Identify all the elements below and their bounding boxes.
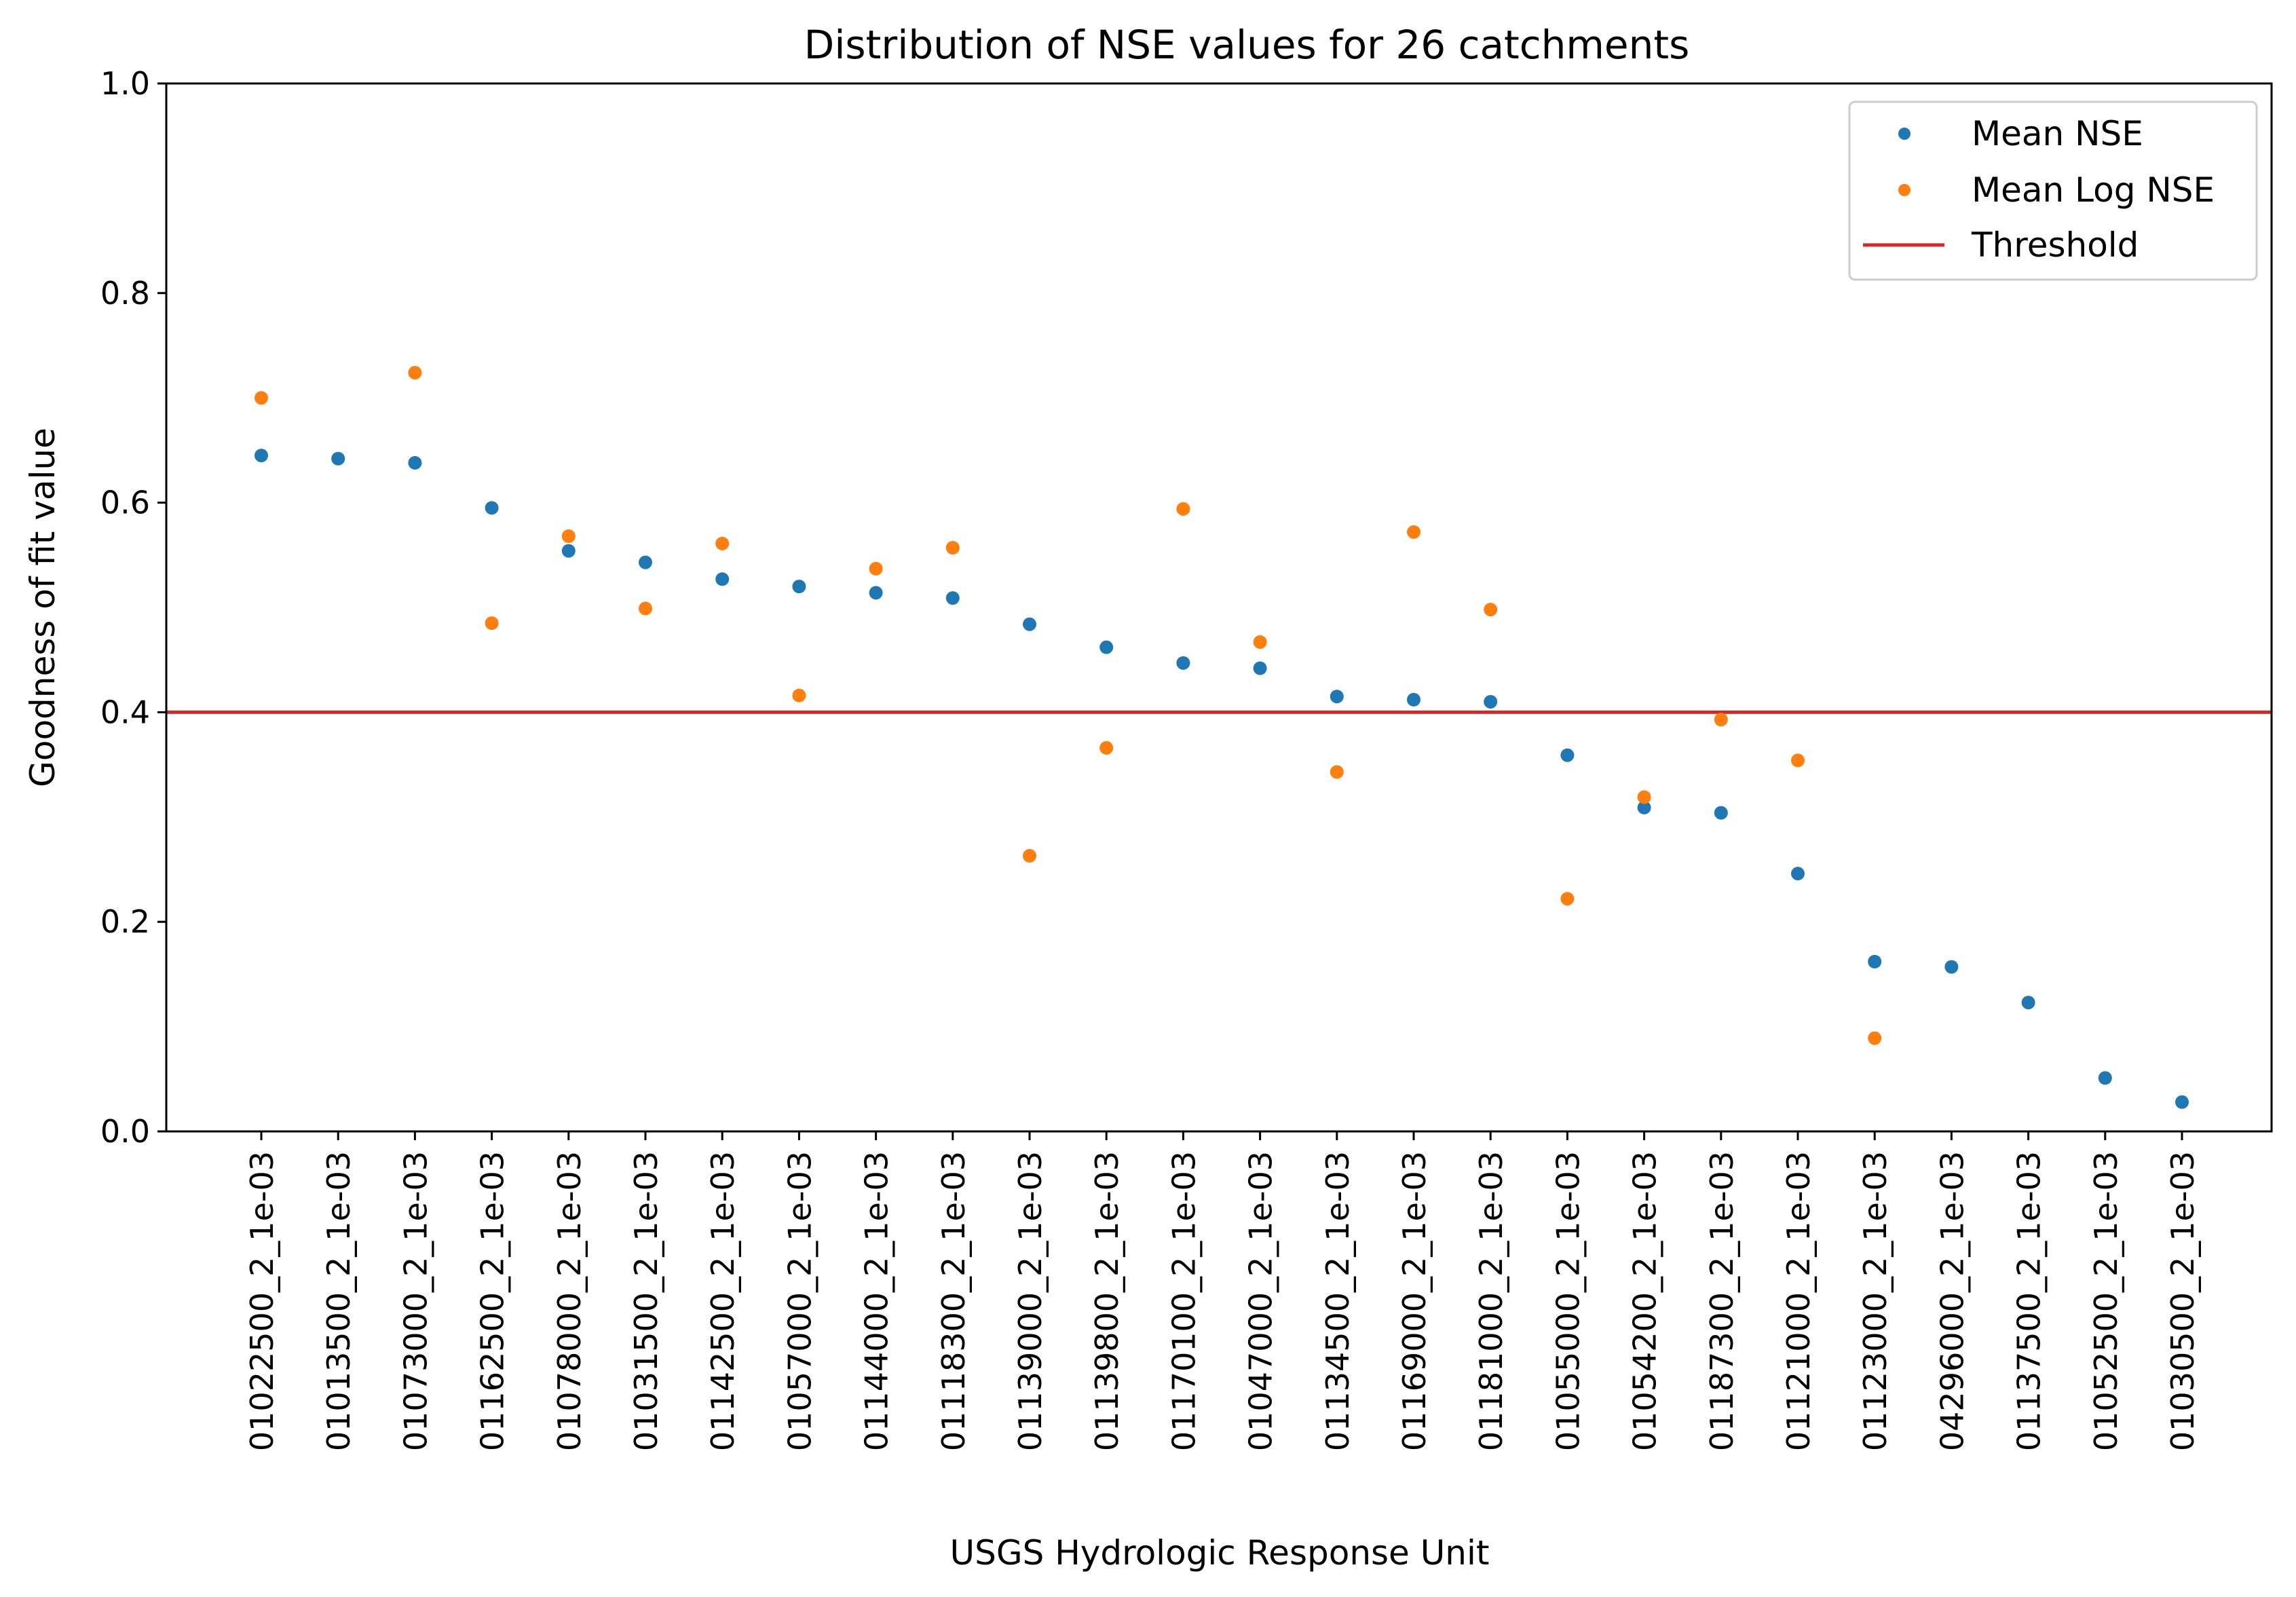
x-tick-label: 01118300_2_1e-03 bbox=[935, 1151, 972, 1451]
x-tick-label: 01137500_2_1e-03 bbox=[2011, 1151, 2048, 1451]
point-mean-nse bbox=[715, 572, 730, 586]
point-mean-log-nse bbox=[715, 536, 730, 550]
legend-label-mean-log-nse: Mean Log NSE bbox=[1972, 170, 2215, 210]
y-tick-label: 0.4 bbox=[100, 694, 150, 730]
y-tick-label: 1.0 bbox=[100, 65, 150, 102]
x-tick-label: 01121000_2_1e-03 bbox=[1780, 1151, 1817, 1451]
x-tick-label: 01054200_2_1e-03 bbox=[1627, 1151, 1663, 1451]
legend-marker-mean-log-nse bbox=[1898, 184, 1911, 196]
point-mean-log-nse bbox=[1791, 753, 1805, 768]
y-tick-label: 0.6 bbox=[100, 485, 150, 521]
point-mean-log-nse bbox=[1023, 848, 1036, 863]
point-mean-nse bbox=[1637, 800, 1651, 814]
point-mean-log-nse bbox=[792, 688, 806, 702]
point-mean-nse bbox=[485, 501, 499, 515]
point-mean-nse bbox=[1791, 867, 1805, 881]
y-tick-label: 0.2 bbox=[100, 903, 150, 940]
point-mean-nse bbox=[1407, 692, 1420, 707]
chart-title: Distribution of NSE values for 26 catchm… bbox=[804, 22, 1690, 68]
x-tick-label: 01047000_2_1e-03 bbox=[1243, 1151, 1279, 1451]
plot-area bbox=[166, 366, 2272, 1109]
x-tick-label: 01139800_2_1e-03 bbox=[1089, 1151, 1125, 1451]
x-tick-label: 01187300_2_1e-03 bbox=[1704, 1151, 1740, 1451]
point-mean-nse bbox=[2175, 1095, 2189, 1109]
point-mean-log-nse bbox=[1484, 603, 1498, 617]
x-axis: 01022500_2_1e-03 01013500_2_1e-03 01073000… bbox=[244, 1131, 2201, 1451]
point-mean-log-nse bbox=[869, 561, 883, 576]
point-mean-log-nse bbox=[1714, 713, 1728, 727]
x-tick-label: 01078000_2_1e-03 bbox=[551, 1151, 588, 1451]
point-mean-nse bbox=[561, 544, 576, 558]
point-mean-log-nse bbox=[945, 540, 960, 555]
point-mean-nse bbox=[1868, 954, 1882, 969]
point-mean-log-nse bbox=[1330, 765, 1344, 779]
point-mean-nse bbox=[408, 455, 422, 470]
y-axis: 0.0 0.2 0.4 0.6 0.8 1.0 bbox=[100, 65, 166, 1150]
point-mean-nse bbox=[1484, 694, 1498, 709]
x-tick-label: 01181000_2_1e-03 bbox=[1473, 1151, 1509, 1451]
point-mean-nse bbox=[1560, 748, 1575, 762]
y-tick-label: 0.8 bbox=[100, 275, 150, 312]
legend: Mean NSE Mean Log NSE Threshold bbox=[1848, 100, 2258, 281]
point-mean-nse bbox=[792, 580, 806, 594]
point-mean-nse bbox=[1099, 640, 1114, 654]
point-mean-nse bbox=[1714, 806, 1728, 820]
point-mean-log-nse bbox=[408, 366, 422, 380]
point-mean-log-nse bbox=[485, 616, 499, 631]
x-tick-label: 01022500_2_1e-03 bbox=[244, 1151, 280, 1451]
x-axis-label: USGS Hydrologic Response Unit bbox=[950, 1533, 1490, 1573]
x-tick-label: 01031500_2_1e-03 bbox=[628, 1151, 664, 1451]
point-mean-log-nse bbox=[1637, 790, 1651, 804]
legend-label-threshold: Threshold bbox=[1971, 225, 2139, 265]
x-tick-label: 01013500_2_1e-03 bbox=[320, 1151, 357, 1451]
x-tick-label: 01144000_2_1e-03 bbox=[859, 1151, 895, 1451]
point-mean-nse bbox=[1023, 617, 1036, 631]
point-mean-nse bbox=[2021, 996, 2035, 1010]
x-tick-label: 01139000_2_1e-03 bbox=[1012, 1151, 1049, 1451]
x-tick-label: 01142500_2_1e-03 bbox=[704, 1151, 741, 1451]
point-mean-log-nse bbox=[1560, 892, 1575, 906]
x-tick-label: 01030500_2_1e-03 bbox=[2164, 1151, 2201, 1451]
legend-box bbox=[1848, 100, 2258, 281]
point-mean-log-nse bbox=[1099, 740, 1114, 755]
point-mean-log-nse bbox=[1407, 525, 1420, 539]
x-tick-label: 01170100_2_1e-03 bbox=[1165, 1151, 1202, 1451]
point-mean-nse bbox=[331, 451, 345, 466]
x-tick-label: 01055000_2_1e-03 bbox=[1549, 1151, 1586, 1451]
point-mean-log-nse bbox=[639, 601, 652, 616]
point-mean-nse bbox=[1944, 960, 1959, 974]
point-mean-nse bbox=[1253, 661, 1267, 675]
plot-frame bbox=[165, 82, 2273, 1133]
point-mean-nse bbox=[1176, 656, 1190, 670]
point-mean-log-nse bbox=[255, 391, 268, 405]
legend-marker-mean-nse bbox=[1898, 128, 1911, 140]
x-tick-label: 01057000_2_1e-03 bbox=[781, 1151, 818, 1451]
x-tick-label: 01073000_2_1e-03 bbox=[397, 1151, 434, 1451]
point-mean-log-nse bbox=[1868, 1031, 1882, 1045]
x-tick-label: 01169000_2_1e-03 bbox=[1396, 1151, 1433, 1451]
legend-label-mean-nse: Mean NSE bbox=[1972, 114, 2143, 153]
x-tick-label: 01162500_2_1e-03 bbox=[474, 1151, 511, 1451]
point-mean-log-nse bbox=[561, 529, 576, 544]
x-tick-label: 01052500_2_1e-03 bbox=[2088, 1151, 2124, 1451]
point-mean-nse bbox=[255, 449, 268, 463]
point-mean-nse bbox=[639, 555, 652, 569]
point-mean-nse bbox=[1330, 690, 1344, 704]
point-mean-log-nse bbox=[1253, 635, 1267, 649]
y-axis-label: Goodness of fit value bbox=[23, 428, 62, 787]
x-tick-label: 01134500_2_1e-03 bbox=[1319, 1151, 1356, 1451]
x-tick-label: 04296000_2_1e-03 bbox=[1934, 1151, 1970, 1451]
point-mean-nse bbox=[945, 591, 960, 605]
point-mean-nse bbox=[869, 586, 883, 600]
point-mean-log-nse bbox=[1176, 502, 1190, 516]
point-mean-nse bbox=[2098, 1071, 2112, 1085]
y-tick-label: 0.0 bbox=[100, 1113, 150, 1150]
x-tick-label: 01123000_2_1e-03 bbox=[1857, 1151, 1894, 1451]
